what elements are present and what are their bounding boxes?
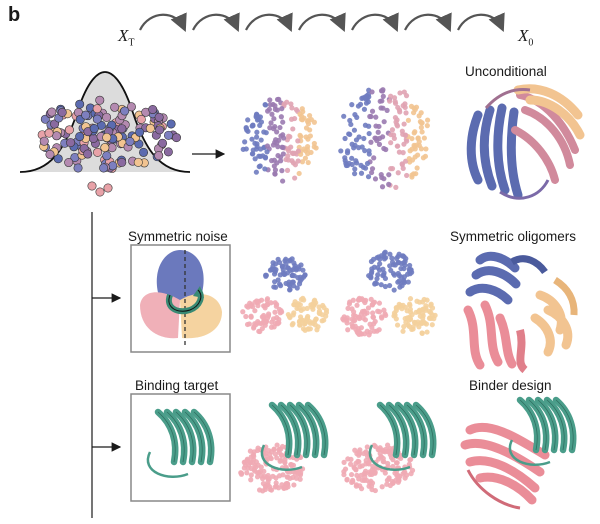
step-arrow-7 xyxy=(457,12,505,33)
unconditional-intermediate-1 xyxy=(240,96,319,184)
binding-target-protein xyxy=(146,408,215,479)
end-state-label: X0 xyxy=(518,26,533,48)
binder-intermediate-2 xyxy=(341,401,437,494)
binding-target-label: Binding target xyxy=(135,378,219,393)
step-arrow-6 xyxy=(404,12,452,33)
binder-intermediate-1 xyxy=(238,401,329,494)
symmetric-noise-label: Symmetric noise xyxy=(128,229,228,244)
denoising-step-arrows xyxy=(139,12,505,33)
binder-design-label: Binder design xyxy=(469,378,552,393)
end-state-subscript: 0 xyxy=(528,37,534,49)
symmetric-noise-illustration xyxy=(140,250,222,345)
panel-letter: b xyxy=(8,4,21,26)
unconditional-intermediate-2 xyxy=(338,87,431,190)
step-arrow-2 xyxy=(192,12,240,33)
unconditional-protein xyxy=(466,84,585,200)
step-arrow-3 xyxy=(245,12,293,33)
unconditional-label: Unconditional xyxy=(465,64,547,79)
symmetric-oligomers-label: Symmetric oligomers xyxy=(450,229,577,244)
binder-design-protein xyxy=(460,396,577,510)
step-arrow-4 xyxy=(298,12,346,33)
noise-particle-cloud xyxy=(37,95,181,197)
step-arrow-5 xyxy=(351,12,399,33)
symmetric-oligomer-protein xyxy=(463,251,578,374)
symmetric-intermediate-2 xyxy=(340,249,438,338)
binding-target-box xyxy=(130,393,231,502)
end-state-symbol: X xyxy=(518,26,529,45)
start-state-symbol: X xyxy=(118,26,129,45)
step-arrow-1 xyxy=(139,12,187,33)
symmetric-intermediate-1 xyxy=(240,256,330,335)
start-state-subscript: T xyxy=(128,37,135,49)
start-state-label: XT xyxy=(118,26,135,48)
